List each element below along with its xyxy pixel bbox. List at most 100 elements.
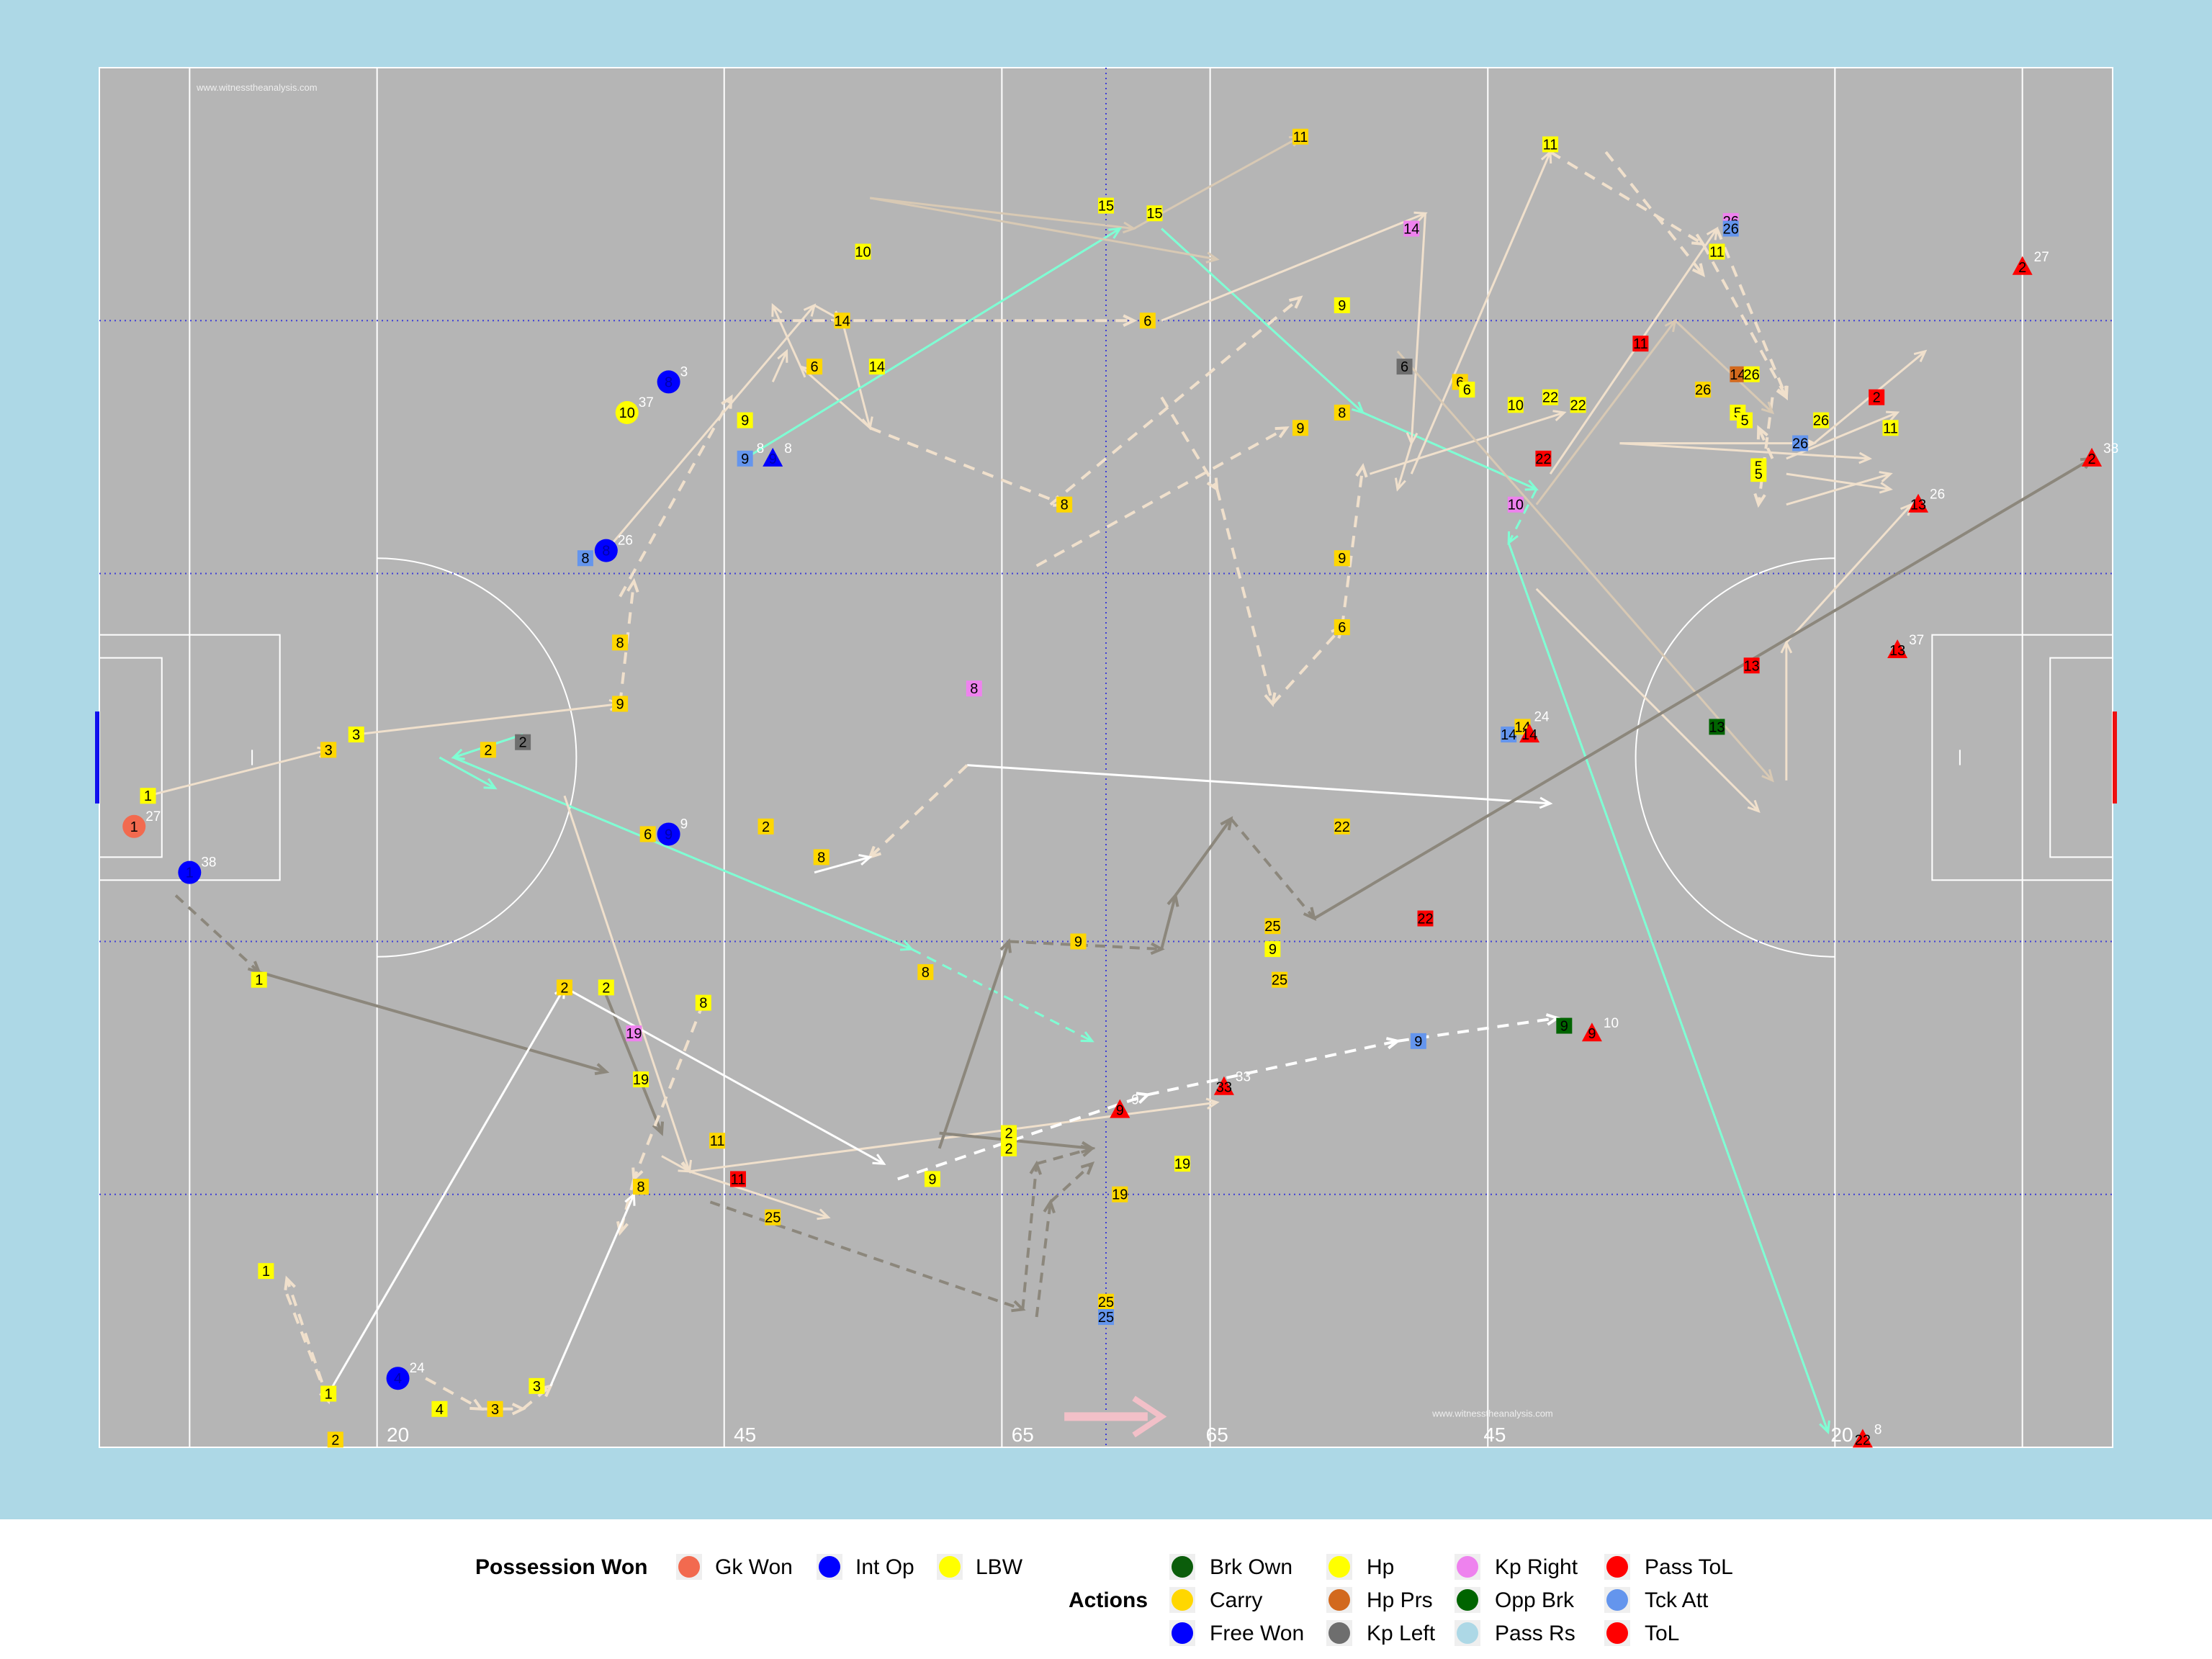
marker-label: 19	[633, 1072, 649, 1088]
action-line	[521, 1385, 552, 1411]
marker-label: 8	[665, 374, 673, 390]
action-marker: 25	[1264, 918, 1281, 935]
action-marker: 9	[924, 1171, 940, 1187]
own-goal-marker	[95, 711, 99, 804]
legend-label: Tck Att	[1645, 1588, 1709, 1612]
marker-shape	[1813, 412, 1830, 428]
marker-label: 14	[1501, 727, 1516, 743]
marker-sublabel: 33	[1236, 1070, 1251, 1085]
marker-shape	[556, 979, 572, 996]
marker-shape	[1737, 412, 1753, 428]
marker-label: 14	[1521, 727, 1537, 743]
action-marker: 19	[633, 1071, 649, 1088]
action-marker: 8	[966, 680, 982, 697]
marker-shape	[386, 1367, 410, 1390]
action-line	[1701, 243, 1788, 398]
action-arrowhead	[1913, 349, 1928, 363]
action-marker: 22	[1535, 450, 1552, 467]
legend-label: Hp Prs	[1367, 1588, 1433, 1612]
action-line	[744, 228, 1121, 460]
action-line	[619, 1178, 636, 1233]
marker-label: 2	[2088, 451, 2096, 467]
marker-shape	[1730, 366, 1746, 382]
marker-label: 3	[533, 1379, 541, 1395]
pitch-labels: 20 45 65 65 45 20www.witnesstheanalysis.comww…	[196, 82, 1853, 1446]
action-marker: 14	[835, 313, 850, 329]
legend-label: Carry	[1210, 1588, 1262, 1612]
action-line	[1786, 472, 1891, 506]
action-arrowhead	[626, 577, 639, 593]
action-line	[1786, 472, 1891, 490]
marker-shape	[1001, 1125, 1017, 1141]
action-arrowhead	[652, 1121, 665, 1136]
marker-shape	[1112, 1186, 1128, 1202]
action-line	[1410, 213, 1427, 444]
action-line	[1147, 1039, 1398, 1097]
action-arrowhead	[616, 1220, 629, 1236]
marker-shape	[966, 680, 982, 697]
marker-label: 19	[626, 1026, 642, 1042]
legend-label: LBW	[976, 1555, 1023, 1579]
action-marker: 98	[763, 441, 792, 467]
action-line	[1174, 817, 1233, 896]
marker-label: 10	[1508, 498, 1524, 513]
action-line	[1160, 895, 1177, 950]
action-marker: 9	[1410, 1033, 1426, 1050]
action-arrowhead	[817, 1208, 831, 1220]
marker-label: 9	[741, 413, 749, 429]
legend-key	[678, 1556, 700, 1578]
marker-shape	[737, 412, 753, 428]
marker-label: 10	[1508, 397, 1524, 413]
action-marker: 11	[1709, 243, 1725, 260]
marker-label: 6	[1143, 313, 1151, 329]
action-line	[356, 702, 621, 736]
marker-label: 26	[1792, 436, 1808, 452]
marker-shape	[178, 860, 202, 884]
action-marker: 26	[1744, 366, 1760, 383]
marker-label: 2	[484, 742, 492, 758]
attack-direction-arrowhead	[1132, 1395, 1167, 1438]
action-marker: 1 38	[178, 855, 216, 884]
marker-label: 2	[1873, 390, 1881, 406]
action-marker: 1	[140, 788, 156, 804]
action-marker: 1	[320, 1385, 337, 1402]
marker-label: 2	[331, 1432, 339, 1448]
action-marker: 22	[1542, 389, 1558, 406]
action-marker: 1 27	[122, 809, 161, 838]
action-marker: 8	[577, 550, 593, 567]
marker-label: 19	[1112, 1187, 1128, 1203]
marker-sublabel: 37	[639, 395, 654, 410]
marker-shape	[487, 1401, 503, 1417]
action-marker: 9	[612, 696, 629, 712]
action-arrowhead	[1539, 796, 1553, 809]
action-arrowhead	[1552, 410, 1567, 422]
marker-label: 8	[1061, 498, 1069, 513]
marker-label: 14	[835, 313, 850, 329]
marker-label: 6	[644, 827, 652, 842]
action-arrowhead	[1123, 314, 1138, 328]
action-line	[1757, 427, 1774, 459]
marker-label: 9	[928, 1172, 936, 1187]
action-marker: 6	[1334, 619, 1350, 636]
marker-shape	[1852, 1429, 1873, 1448]
marker-label: 22	[1334, 819, 1350, 835]
action-line	[661, 1155, 691, 1173]
action-line	[258, 971, 607, 1074]
marker-shape	[598, 979, 614, 996]
action-line	[1785, 503, 1912, 644]
marker-shape	[1792, 435, 1809, 451]
zone-gridlines	[99, 68, 2113, 1447]
marker-label: 2	[2018, 260, 2026, 276]
action-line	[1271, 626, 1344, 705]
legend-key	[939, 1556, 961, 1578]
action-line	[1160, 396, 1218, 490]
action-line	[605, 305, 816, 552]
marker-label: 6	[810, 359, 818, 375]
action-line	[1396, 350, 1773, 781]
marker-shape	[1581, 1022, 1602, 1042]
action-line	[967, 764, 1551, 805]
marker-label: 8	[699, 996, 707, 1012]
action-line	[1396, 443, 1413, 490]
watermark: www.witnesstheanalysis.com	[196, 82, 318, 93]
